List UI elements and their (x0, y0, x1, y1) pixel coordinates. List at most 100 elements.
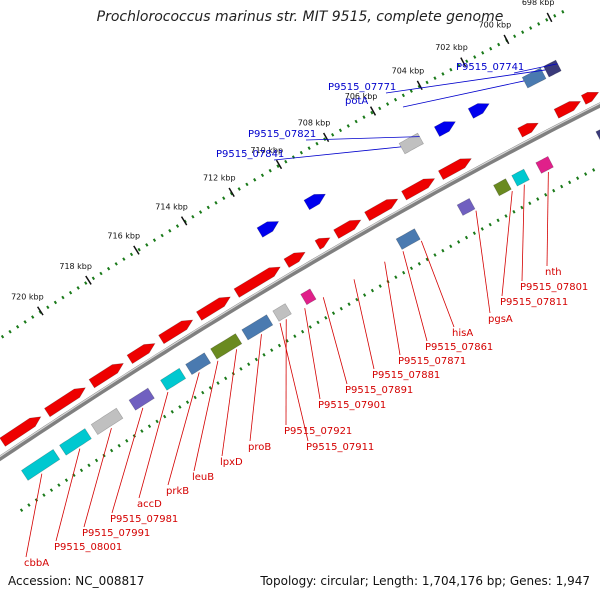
scale-tick (85, 275, 92, 285)
label-leader-line (55, 448, 81, 542)
scale-tick-label: 716 kbp (107, 232, 140, 241)
label-leader-line (385, 69, 546, 94)
label-leader-line (521, 184, 525, 282)
gene-label-bottom: accD (137, 499, 162, 510)
inner-gene-block (160, 367, 187, 391)
scale-tick-label: 720 kbp (11, 293, 44, 302)
scale-tick (369, 106, 377, 116)
genome-backbone (0, 102, 600, 462)
label-leader-line (279, 322, 309, 442)
forward-gene-arrow (314, 237, 331, 250)
scale-tick-label: 710 kbp (250, 146, 283, 155)
label-leader-line (475, 210, 491, 314)
forward-gene-arrow (44, 387, 86, 418)
inner-gene-block (90, 407, 124, 436)
label-leader-line (353, 279, 375, 370)
label-leader-line (546, 171, 549, 267)
inner-gene-block (185, 352, 212, 376)
reverse-gene-arrow (467, 103, 490, 119)
inner-gene-block (272, 303, 292, 322)
gene-label-top: P9515_07741 (456, 62, 524, 73)
label-leader-line (25, 473, 43, 558)
forward-gene-arrow (401, 178, 436, 201)
outer-scale-track (0, 9, 566, 341)
scale-tick (275, 159, 283, 170)
topology-summary: Topology: circular; Length: 1,704,176 bp… (260, 574, 590, 588)
gene-label-bottom: hisA (452, 328, 473, 339)
gene-label-top: P9515_07821 (248, 129, 316, 140)
forward-gene-arrow (126, 343, 156, 365)
inner-gene-block (210, 333, 243, 360)
inner-gene-block (511, 168, 530, 187)
scale-tick (460, 57, 467, 67)
gene-label-bottom: nth (545, 267, 562, 278)
gene-label-bottom: P9515_07901 (318, 400, 386, 411)
scale-tick (228, 187, 235, 197)
gene-label-bottom: leuB (192, 472, 214, 483)
gene-label-top: P9515_07841 (216, 149, 284, 160)
label-leader-line (384, 261, 401, 356)
forward-gene-arrow (517, 122, 539, 138)
inner-gene-block (595, 129, 600, 141)
gene-label-top: P9515_07771 (328, 82, 396, 93)
scale-tick-label: 700 kbp (479, 20, 512, 29)
gene-label-bottom: P9515_07861 (425, 342, 493, 353)
inner-gene-block (535, 155, 554, 174)
forward-gene-arrow (283, 251, 306, 268)
scale-tick (546, 12, 553, 23)
accession-text: Accession: NC_008817 (8, 574, 145, 588)
inner-gene-block (59, 428, 92, 456)
scale-tick-label: 704 kbp (392, 66, 425, 75)
reverse-gene-arrow (433, 121, 456, 137)
gene-label-bottom: P9515_07911 (306, 442, 374, 453)
label-leader-line (501, 191, 513, 297)
gene-label-bottom: P9515_07871 (398, 356, 466, 367)
outer-gene-block (398, 132, 424, 155)
inner-gene-block (493, 178, 512, 197)
gene-label-bottom: P9515_07801 (520, 282, 588, 293)
inner-gene-block (456, 197, 476, 216)
genome-backbone-highlight (0, 102, 600, 458)
label-leader-line (513, 63, 558, 74)
scale-tick-label: 702 kbp (435, 43, 468, 52)
label-leader-line (402, 251, 428, 342)
scale-tick (133, 245, 140, 255)
forward-gene-arrow (195, 296, 231, 321)
gene-label-bottom: cbbA (24, 558, 49, 569)
scale-tick (36, 306, 44, 316)
gene-label-top: potA (345, 96, 368, 107)
scale-tick-label: 698 kbp (522, 0, 555, 7)
gene-label-bottom: P9515_07811 (500, 297, 568, 308)
scale-tick-label: 706 kbp (345, 92, 378, 101)
forward-gene-arrow (0, 416, 42, 447)
forward-gene-arrow (437, 158, 472, 181)
inner-scale-track (19, 165, 600, 512)
forward-gene-arrow (88, 363, 124, 389)
gene-label-bottom: proB (248, 442, 271, 453)
label-leader-line (111, 407, 144, 514)
scale-tick-label: 718 kbp (59, 262, 92, 271)
reverse-gene-arrow (256, 221, 280, 238)
forward-gene-arrow (158, 319, 194, 345)
label-leader-line (249, 334, 262, 442)
label-leader-line (83, 427, 112, 528)
label-leader-line (138, 391, 169, 499)
gene-label-bottom: pgsA (488, 314, 513, 325)
scale-tick (180, 216, 188, 226)
inner-gene-block (241, 314, 274, 341)
forward-gene-arrow (553, 101, 582, 119)
inner-gene-block (20, 448, 61, 481)
outer-gene-block (521, 67, 547, 89)
forward-gene-arrow (333, 219, 362, 239)
gene-label-bottom: P9515_08001 (54, 542, 122, 553)
label-leader-line (167, 372, 200, 486)
label-leader-line (304, 308, 321, 400)
forward-gene-arrow (364, 198, 399, 222)
label-leader-line (402, 80, 525, 108)
inner-gene-block (300, 288, 317, 306)
gene-label-bottom: lpxD (220, 457, 243, 468)
scale-tick (322, 132, 330, 143)
map-title: Prochlorococcus marinus str. MIT 9515, c… (96, 9, 504, 25)
scale-tick-label: 714 kbp (155, 202, 188, 211)
